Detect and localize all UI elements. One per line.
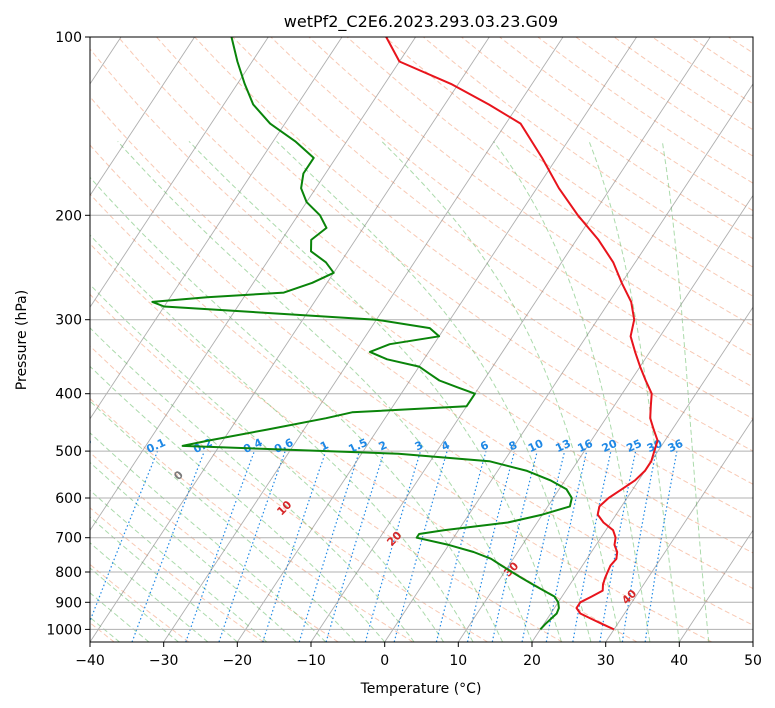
- mixing-ratio-label: 30: [645, 437, 665, 455]
- isotherm-line: [457, 194, 753, 642]
- y-tick-label: 300: [55, 313, 82, 329]
- mixing-ratio-line: [218, 450, 286, 642]
- dry-adiabat: [384, 37, 753, 297]
- dry-adiabat: [90, 48, 753, 554]
- isotherm-line: [678, 529, 753, 642]
- x-tick-label: 50: [744, 653, 762, 669]
- x-tick-label: 40: [670, 653, 688, 669]
- dry-adiabat: [90, 345, 488, 642]
- isotherm-line: [236, 37, 637, 642]
- dry-adiabat: [270, 37, 753, 388]
- isotherm-line: [384, 83, 753, 642]
- y-tick-label: 500: [55, 444, 82, 460]
- isotherm-line: [752, 641, 753, 642]
- mixing-ratio-line: [262, 450, 327, 642]
- y-tick-label: 900: [55, 595, 82, 611]
- y-tick-label: 800: [55, 565, 82, 581]
- x-tick-label: 10: [449, 653, 467, 669]
- isotherm-line: [90, 37, 195, 197]
- isotherm-line: [90, 37, 416, 532]
- chart-title: wetPf2_C2E6.2023.293.03.23.G09: [284, 12, 558, 32]
- mixing-ratio-label: 13: [553, 437, 572, 455]
- mixing-ratio-label: 10: [526, 437, 546, 455]
- plot-frame: [89, 36, 754, 643]
- x-tick-label: 30: [597, 653, 615, 669]
- x-tick-label: −40: [75, 653, 105, 669]
- mixing-ratio-label: 25: [624, 437, 643, 455]
- y-tick-label: 200: [55, 208, 82, 224]
- dry-adiabat: [90, 507, 264, 642]
- y-tick-label: 700: [55, 531, 82, 547]
- x-tick-label: −10: [296, 653, 326, 669]
- dry-adiabat: [117, 37, 753, 519]
- isotherm-line: [90, 37, 343, 420]
- x-axis-title: Temperature (°C): [360, 681, 482, 697]
- x-tick-label: 20: [523, 653, 541, 669]
- mixing-ratio-line: [90, 450, 159, 623]
- dry-adiabat: [232, 37, 753, 420]
- mixing-ratio-label: 16: [576, 437, 596, 455]
- x-tick-label: −20: [223, 653, 253, 669]
- mixing-ratio-line: [521, 450, 566, 642]
- dry-adiabat: [308, 37, 753, 357]
- mixing-ratio-line: [364, 450, 422, 642]
- dry-adiabat: [90, 293, 563, 642]
- isotherm-line: [90, 37, 490, 642]
- dry-adiabat: [90, 193, 712, 642]
- y-axis-title: Pressure (hPa): [14, 290, 30, 390]
- profile-lines: [151, 37, 659, 631]
- dry-adiabat-label: -20: [0, 401, 1, 424]
- y-tick-label: 400: [55, 387, 82, 403]
- dewpoint-profile-line: [151, 37, 573, 631]
- isotherm-line: [605, 418, 753, 642]
- mixing-ratio-line: [466, 450, 516, 642]
- x-tick-label: 0: [380, 653, 389, 669]
- background-lines: [90, 37, 753, 642]
- temperature-profile-line: [385, 37, 659, 631]
- dry-adiabat: [90, 144, 753, 626]
- x-axis: −40 −30 −20 −10 0 10 20 30 40 50: [75, 642, 762, 669]
- mixing-ratio-label: 20: [600, 437, 620, 455]
- isotherm-line: [163, 37, 564, 642]
- mixing-ratio-line: [298, 450, 361, 642]
- mixing-ratio-line: [325, 450, 385, 642]
- y-tick-label: 1000: [46, 622, 82, 638]
- y-tick-label: 600: [55, 491, 82, 507]
- mixing-ratio-line: [131, 450, 205, 642]
- dry-adiabat: [156, 37, 753, 485]
- mixing-ratio-label: 36: [666, 437, 686, 455]
- x-tick-label: −30: [149, 653, 179, 669]
- mixing-ratio-line: [435, 450, 487, 642]
- mixing-ratio-line: [185, 450, 255, 642]
- dry-adiabat: [90, 243, 638, 642]
- dry-adiabat: [90, 96, 753, 590]
- isotherm-line: [90, 37, 269, 308]
- y-axis: 100 200 300 400 500 600 700 800 900 1000: [46, 30, 90, 638]
- isotherm-line: [531, 306, 753, 642]
- isotherm-line: [310, 37, 711, 642]
- y-tick-label: 100: [55, 30, 82, 46]
